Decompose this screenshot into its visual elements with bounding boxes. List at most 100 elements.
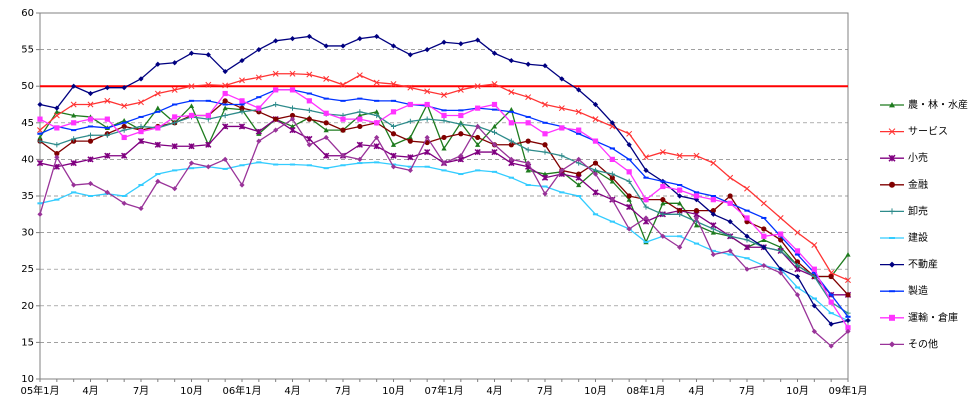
data-point: [626, 203, 633, 211]
data-point: [744, 266, 750, 272]
data-point: [794, 273, 801, 280]
data-point: [845, 310, 851, 316]
data-point: [53, 112, 60, 119]
data-point: [778, 244, 784, 250]
data-point: [609, 120, 615, 126]
legend-label: 小売: [908, 151, 928, 164]
data-point: [205, 52, 211, 58]
y-tick-label: 45: [21, 118, 34, 129]
legend-label: 建設: [908, 231, 928, 244]
data-point: [761, 226, 767, 232]
data-point: [710, 226, 716, 232]
data-point: [727, 233, 733, 239]
data-point: [609, 178, 615, 184]
data-point: [441, 92, 447, 98]
data-point: [508, 57, 514, 64]
data-point: [693, 208, 700, 214]
data-point: [576, 182, 582, 188]
data-point: [576, 127, 582, 133]
data-point: [828, 299, 834, 305]
data-point: [643, 167, 649, 173]
data-point: [693, 215, 700, 221]
data-point: [172, 186, 178, 192]
data-point: [558, 105, 565, 112]
data-point: [761, 244, 767, 250]
data-point: [390, 123, 397, 130]
legend-marker: [889, 208, 895, 215]
data-point: [542, 63, 548, 69]
data-point: [154, 141, 161, 148]
data-point: [828, 273, 834, 280]
data-point: [407, 138, 413, 144]
data-point: [660, 233, 666, 239]
data-point: [626, 130, 633, 137]
data-point: [525, 61, 531, 67]
data-point: [71, 182, 77, 188]
data-point: [238, 123, 246, 130]
data-point: [239, 105, 245, 111]
data-point: [239, 77, 245, 84]
data-point: [306, 33, 312, 40]
data-point: [744, 233, 750, 239]
data-point: [306, 142, 312, 148]
y-tick-label: 40: [21, 154, 34, 165]
data-point: [273, 38, 279, 44]
data-point: [323, 120, 329, 126]
data-point: [121, 118, 127, 123]
data-point: [356, 141, 363, 148]
data-point: [441, 118, 447, 124]
data-point: [137, 137, 145, 145]
data-point: [71, 136, 77, 142]
data-point: [121, 200, 127, 206]
x-tick-label: 7月: [537, 385, 553, 397]
data-point: [424, 101, 430, 108]
data-point: [474, 83, 481, 90]
x-tick-label: 07年1月: [424, 384, 463, 397]
data-point: [777, 215, 784, 221]
data-point: [491, 101, 498, 108]
data-point: [87, 180, 94, 187]
x-tick-label: 10月: [584, 385, 607, 397]
data-point: [222, 68, 228, 75]
data-point: [323, 75, 330, 82]
data-point: [458, 112, 464, 119]
data-point: [205, 164, 211, 170]
x-tick-label: 4月: [82, 385, 98, 397]
data-point: [155, 61, 161, 67]
data-point: [407, 52, 413, 58]
data-point: [36, 159, 44, 167]
data-point: [811, 328, 817, 335]
data-point: [357, 36, 363, 42]
data-point: [592, 116, 599, 123]
data-point: [273, 116, 279, 122]
legend-label: サービス: [908, 126, 948, 138]
data-point: [592, 189, 599, 196]
data-point: [542, 149, 548, 155]
data-point: [643, 154, 649, 161]
data-point: [727, 200, 733, 206]
legend-label: その他: [908, 337, 938, 350]
data-point: [54, 142, 60, 148]
data-point: [104, 97, 111, 104]
y-tick-label: 55: [21, 45, 34, 56]
data-point: [54, 109, 60, 114]
data-point: [255, 74, 262, 81]
x-tick-label: 10月: [786, 385, 809, 397]
data-point: [390, 164, 397, 170]
data-point: [609, 171, 615, 177]
data-point: [54, 125, 60, 131]
data-point: [340, 43, 346, 49]
data-point: [306, 98, 312, 104]
series: [37, 116, 851, 349]
data-point: [609, 175, 615, 181]
data-point: [424, 148, 431, 156]
data-point: [710, 251, 716, 258]
legend-marker: [889, 341, 895, 348]
data-point: [256, 105, 262, 111]
data-point: [188, 112, 195, 119]
data-point: [710, 160, 717, 167]
data-point: [54, 154, 60, 160]
data-point: [525, 94, 532, 101]
data-point: [458, 121, 464, 127]
